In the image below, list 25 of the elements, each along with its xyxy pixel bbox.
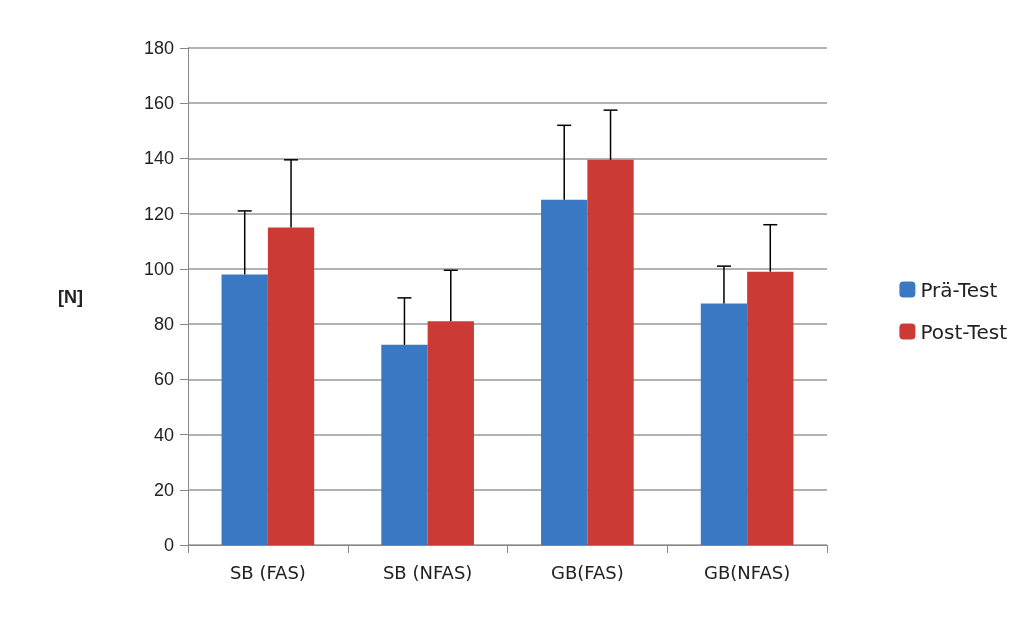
y-tick-label: 120 [143,203,174,224]
y-tick-label: 20 [153,479,174,500]
y-tick-label: 80 [153,314,174,335]
bar [587,159,634,545]
x-tick-label: SB (FAS) [229,561,306,583]
y-tick-label: 60 [153,369,174,390]
x-tick-label: GB(NFAS) [704,561,791,583]
x-tick-label: SB (NFAS) [382,561,473,583]
y-tick-label: 0 [163,535,174,555]
bar [747,271,794,545]
y-tick-label: 180 [143,38,174,58]
y-tick-label: 160 [143,93,174,114]
y-tick-label: 100 [143,258,174,279]
bar [381,344,428,545]
y-tick-label: 40 [153,424,174,445]
bar [700,303,748,545]
x-tick-label: GB(FAS) [550,561,624,583]
legend-label: Post-Test [920,319,1008,344]
y-tick-label: 140 [143,148,174,169]
bar [427,321,474,545]
legend-label: Prä-Test [920,277,998,302]
bar [221,274,268,545]
y-axis-title: [N] [58,286,83,307]
bar [267,227,315,545]
bar [541,199,588,545]
